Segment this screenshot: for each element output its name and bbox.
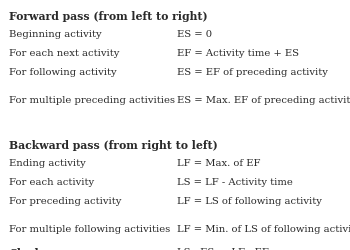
Text: Beginning activity: Beginning activity: [9, 30, 101, 39]
Text: For multiple preceding activities: For multiple preceding activities: [9, 96, 175, 105]
Text: Slack: Slack: [9, 248, 42, 250]
Text: Forward pass (from left to right): Forward pass (from left to right): [9, 11, 207, 22]
Text: For preceding activity: For preceding activity: [9, 196, 121, 205]
Text: For following activity: For following activity: [9, 68, 116, 76]
Text: ES = Max. EF of preceding activities: ES = Max. EF of preceding activities: [177, 96, 350, 105]
Text: LS = LF - Activity time: LS = LF - Activity time: [177, 177, 293, 186]
Text: LS - ES or LF - EF: LS - ES or LF - EF: [177, 248, 269, 250]
Text: LF = LS of following activity: LF = LS of following activity: [177, 196, 322, 205]
Text: ES = 0: ES = 0: [177, 30, 212, 39]
Text: Backward pass (from right to left): Backward pass (from right to left): [9, 140, 217, 150]
Text: For multiple following activities: For multiple following activities: [9, 224, 170, 233]
Text: EF = Activity time + ES: EF = Activity time + ES: [177, 49, 299, 58]
Text: For each activity: For each activity: [9, 177, 94, 186]
Text: For each next activity: For each next activity: [9, 49, 119, 58]
Text: ES = EF of preceding activity: ES = EF of preceding activity: [177, 68, 328, 76]
Text: LF = Min. of LS of following activities: LF = Min. of LS of following activities: [177, 224, 350, 233]
Text: Ending activity: Ending activity: [9, 158, 85, 167]
Text: LF = Max. of EF: LF = Max. of EF: [177, 158, 260, 167]
